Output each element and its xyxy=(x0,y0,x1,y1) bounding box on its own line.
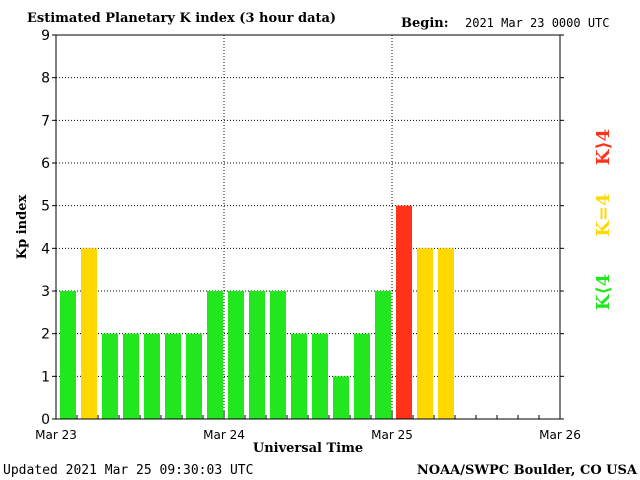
legend-k-below-4: K⟨4 xyxy=(593,274,614,310)
kp-bar xyxy=(102,333,118,419)
x-tick-label: Mar 26 xyxy=(539,428,581,442)
kp-bar xyxy=(417,248,433,419)
y-tick-label: 2 xyxy=(41,327,50,343)
y-tick-label: 1 xyxy=(41,369,50,385)
y-tick-label: 4 xyxy=(41,241,50,257)
begin-label: Begin: xyxy=(401,16,449,31)
legend-k-above-4: K⟩4 xyxy=(593,129,614,165)
begin-value: 2021 Mar 23 0000 UTC xyxy=(465,16,610,30)
kp-bar xyxy=(249,291,265,419)
kp-bar xyxy=(123,333,139,419)
chart-title: Estimated Planetary K index (3 hour data… xyxy=(27,11,336,26)
kp-bar xyxy=(144,333,160,419)
kp-bar xyxy=(270,291,286,419)
y-tick-label: 7 xyxy=(41,113,50,129)
y-tick-label: 9 xyxy=(41,28,50,44)
y-tick-label: 8 xyxy=(41,71,50,87)
kp-bar xyxy=(207,291,223,419)
kp-bar xyxy=(312,333,328,419)
kp-bar xyxy=(396,205,412,419)
y-tick-label: 3 xyxy=(41,284,50,300)
kp-bar xyxy=(228,291,244,419)
kp-bar xyxy=(186,333,202,419)
y-axis-ticks: 0 1 2 3 4 5 6 7 8 9 xyxy=(41,28,564,428)
kp-bar xyxy=(60,291,76,419)
kp-bar xyxy=(438,248,454,419)
legend-k-equal-4: K=4 xyxy=(593,193,614,236)
y-tick-label: 0 xyxy=(41,412,50,428)
updated-timestamp: Updated 2021 Mar 25 09:30:03 UTC xyxy=(3,463,253,478)
y-axis-label: Kp index xyxy=(15,195,30,260)
x-axis-label: Universal Time xyxy=(253,441,363,456)
x-axis-ticks: Mar 23 Mar 24 Mar 25 Mar 26 xyxy=(35,411,581,442)
kp-bar xyxy=(354,333,370,419)
y-tick-label: 6 xyxy=(41,156,50,172)
kp-bar xyxy=(333,376,349,419)
x-tick-label: Mar 24 xyxy=(203,428,245,442)
y-tick-label: 5 xyxy=(41,199,50,215)
kp-bar xyxy=(375,291,391,419)
source-credit: NOAA/SWPC Boulder, CO USA xyxy=(417,463,638,478)
kp-bar xyxy=(291,333,307,419)
bar-series xyxy=(60,205,454,419)
x-tick-label: Mar 25 xyxy=(371,428,413,442)
x-tick-label: Mar 23 xyxy=(35,428,77,442)
kp-bar xyxy=(81,248,97,419)
kp-bar xyxy=(165,333,181,419)
